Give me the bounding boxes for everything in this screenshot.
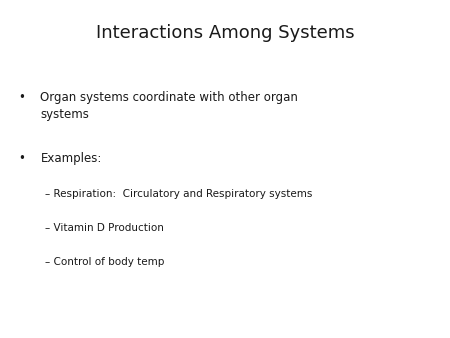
- Text: Examples:: Examples:: [40, 152, 102, 165]
- Text: Interactions Among Systems: Interactions Among Systems: [96, 24, 354, 42]
- Text: •: •: [18, 152, 25, 165]
- Text: – Respiration:  Circulatory and Respiratory systems: – Respiration: Circulatory and Respirato…: [45, 189, 312, 199]
- Text: •: •: [18, 91, 25, 104]
- Text: – Control of body temp: – Control of body temp: [45, 257, 164, 267]
- Text: Organ systems coordinate with other organ
systems: Organ systems coordinate with other orga…: [40, 91, 298, 121]
- Text: – Vitamin D Production: – Vitamin D Production: [45, 223, 164, 233]
